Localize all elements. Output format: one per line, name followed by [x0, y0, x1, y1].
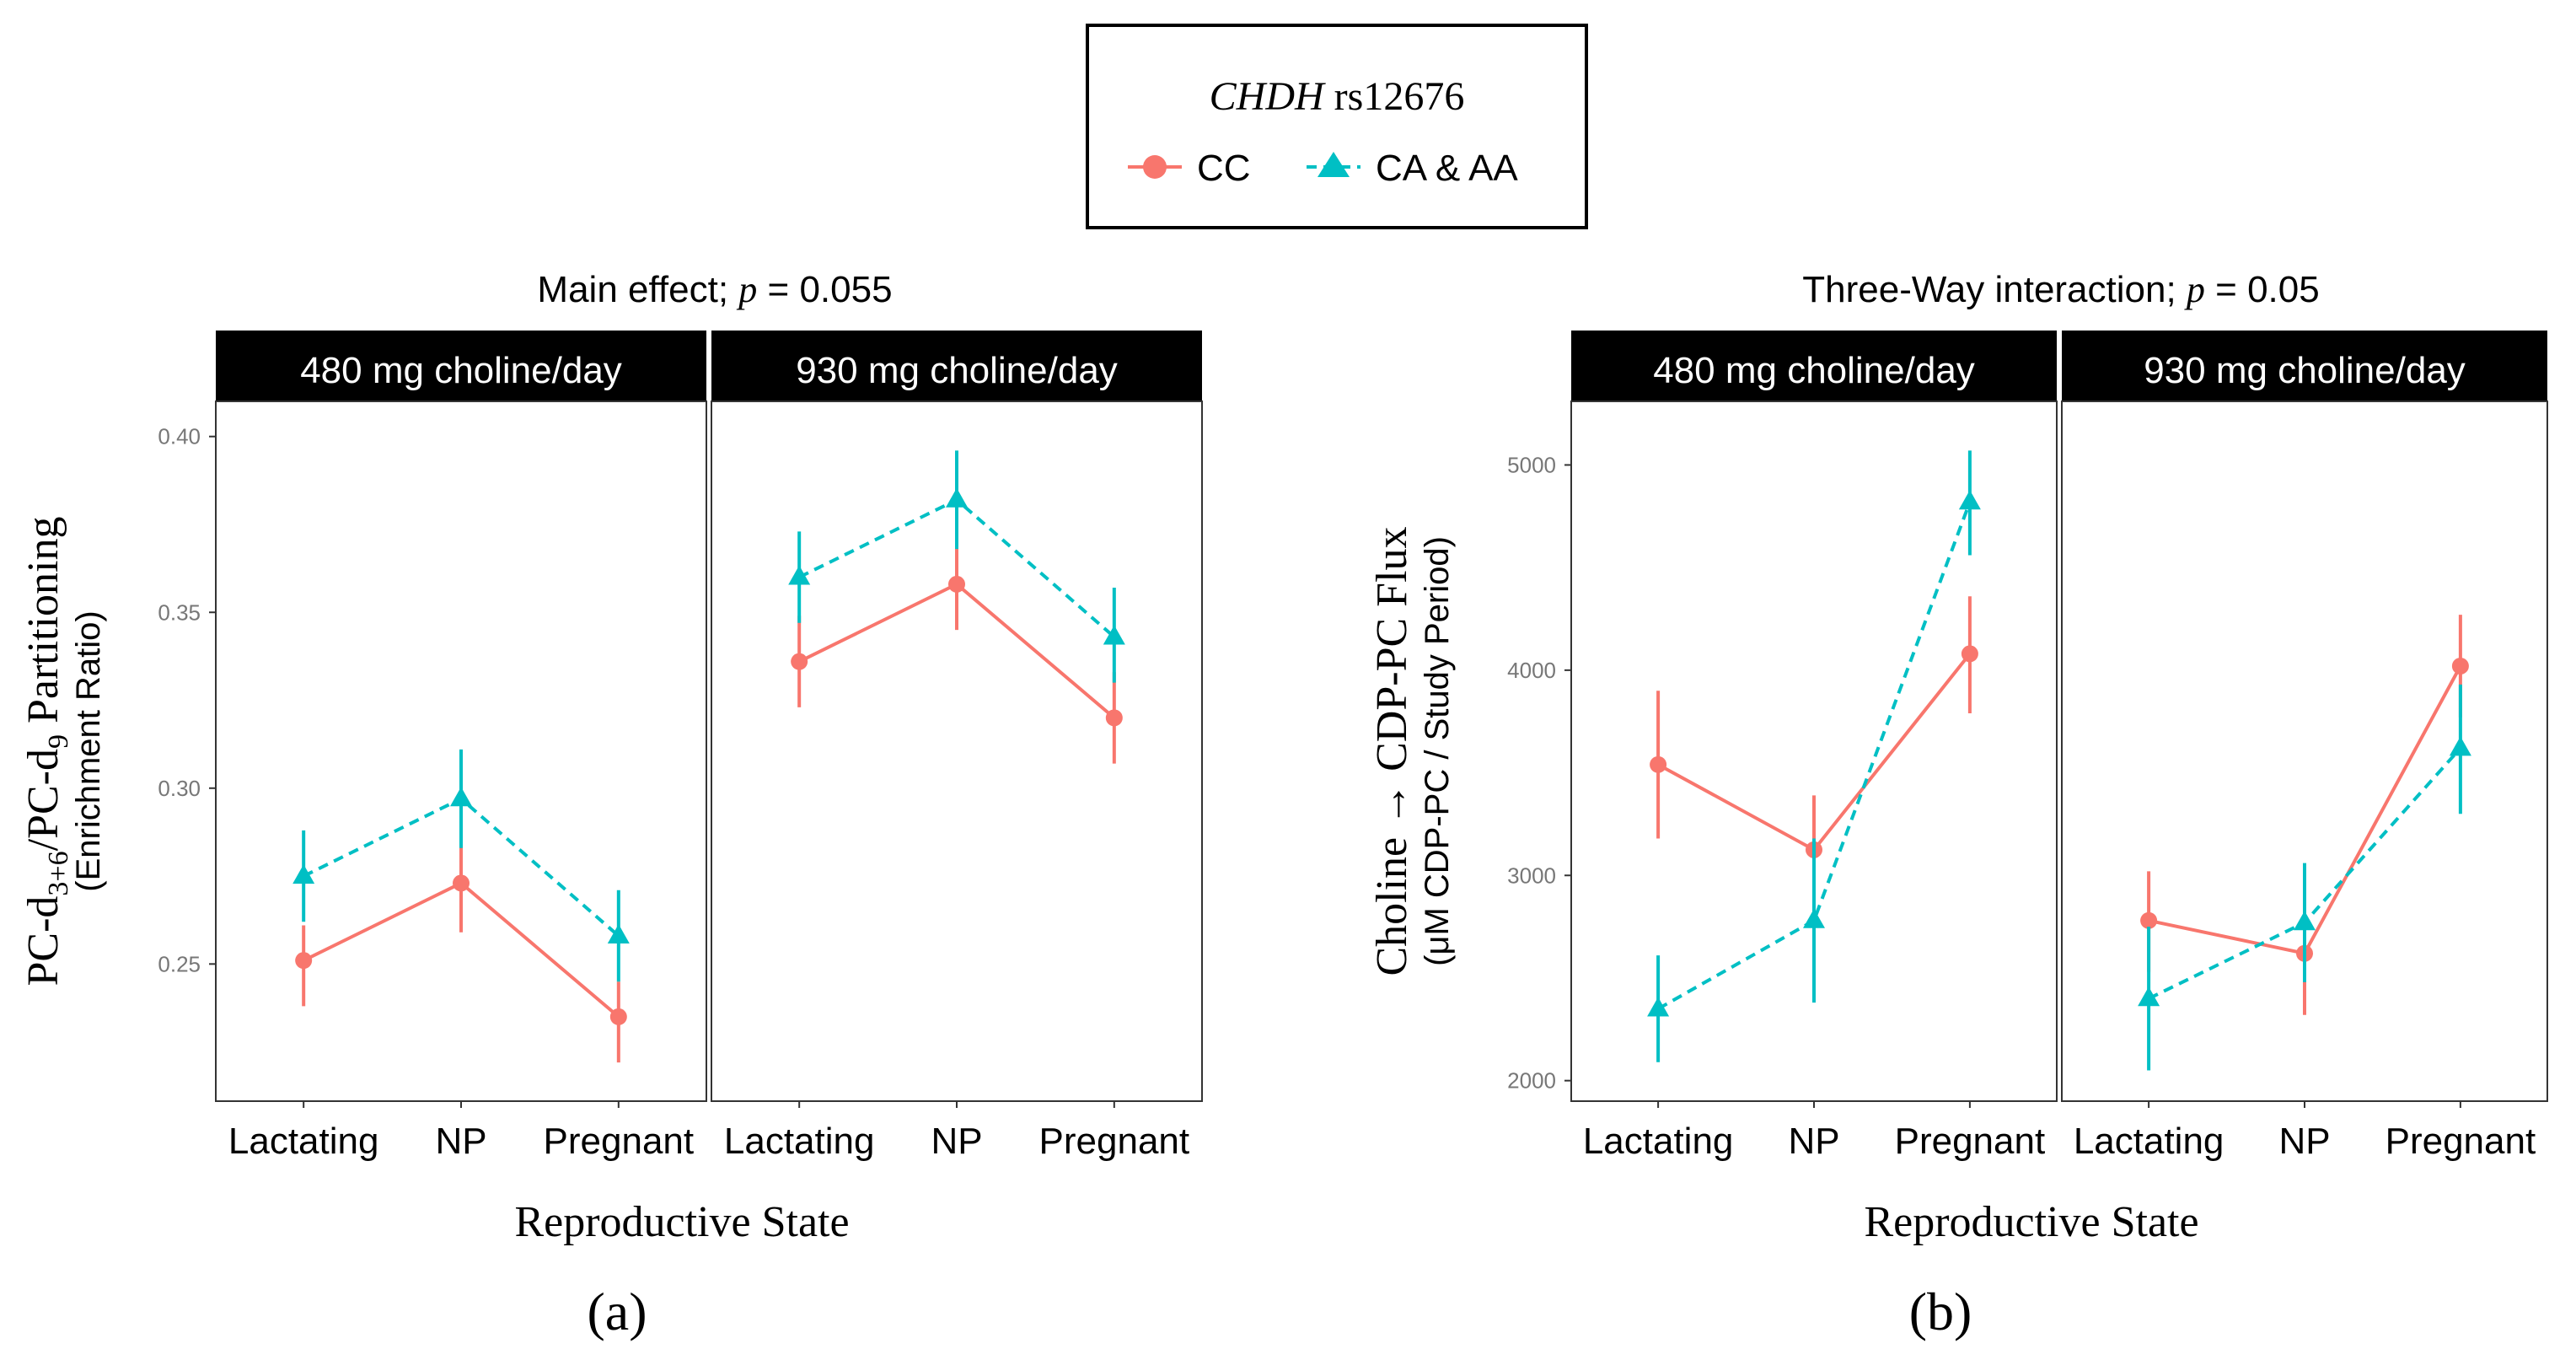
panel-b: Three-Way interaction; p = 0.05 480 mg c… — [1368, 269, 2548, 1341]
data-point-ca-aa — [292, 864, 315, 884]
panel-b-title: Three-Way interaction; p = 0.05 — [1802, 269, 2319, 310]
legend-title: CHDH rs12676 — [1210, 74, 1465, 119]
data-point-ca-aa — [788, 565, 811, 585]
x-tick-label: NP — [1788, 1121, 1839, 1162]
legend-label-ca-aa: CA & AA — [1376, 148, 1518, 189]
legend-title-snp: rs12676 — [1334, 74, 1465, 119]
data-point-ca-aa — [2449, 736, 2471, 756]
data-point-cc — [2140, 911, 2158, 929]
panel-a-xlabel: Reproductive State — [514, 1198, 849, 1246]
x-tick-label: Lactating — [2074, 1121, 2224, 1162]
panel-a-strip-480-label: 480 mg choline/day — [300, 350, 622, 391]
data-point-ca-aa — [946, 487, 968, 508]
panel-b-strip-480-label: 480 mg choline/day — [1653, 350, 1975, 391]
y-tick-label: 0.30 — [158, 776, 201, 801]
x-tick-label: NP — [435, 1121, 486, 1162]
panel-b-strip-930 — [2062, 331, 2547, 401]
data-point-ca-aa — [450, 787, 472, 807]
panel-b-xlabel: Reproductive State — [1864, 1198, 2198, 1246]
panel-b-strip-930-label: 930 mg choline/day — [2144, 350, 2466, 391]
series-line-ca-aa — [1657, 501, 1972, 1011]
x-tick-label: Pregnant — [2385, 1121, 2536, 1162]
legend-key-triangle-ca-aa — [1318, 152, 1350, 177]
legend-key-circle-cc — [1143, 155, 1167, 179]
data-point-ca-aa — [1803, 908, 1825, 928]
y-tick-label: 0.40 — [158, 424, 201, 449]
panel-b-label: (b) — [1909, 1282, 1972, 1341]
panel-a: Main effect; p = 0.055 480 mg choline/da… — [19, 269, 1203, 1341]
data-point-cc — [791, 653, 808, 670]
panel-a-strip-930 — [711, 331, 1202, 401]
legend-label-cc: CC — [1197, 148, 1251, 189]
panel-a-label: (a) — [587, 1282, 647, 1341]
panel-a-strip-930-label: 930 mg choline/day — [796, 350, 1118, 391]
data-point-cc — [1961, 645, 1978, 663]
x-tick-label: Pregnant — [1895, 1121, 2046, 1162]
data-point-ca-aa — [1103, 625, 1125, 645]
panel-b-x-ticks: Lactating NP Pregnant Lactating NP Pregnant — [1583, 1101, 2536, 1162]
x-tick-label: NP — [2278, 1121, 2330, 1162]
data-point-cc — [948, 575, 965, 593]
panel-a-y-ticks: 0.25 0.30 0.35 0.40 — [158, 424, 216, 976]
y-tick-label: 0.35 — [158, 599, 201, 625]
x-tick-label: NP — [931, 1121, 982, 1162]
y-tick-label: 3000 — [1507, 863, 1556, 888]
data-point-cc — [609, 1008, 627, 1025]
data-point-cc — [1650, 755, 1667, 773]
panel-b-strip-480 — [1571, 331, 2057, 401]
legend-title-gene: CHDH — [1210, 74, 1326, 119]
y-tick-label: 2000 — [1507, 1068, 1556, 1094]
panel-b-ylabel: Choline → CDP-PC Flux — [1368, 526, 1416, 976]
panel-b-ylabel-sub: (μM CDP-PC / Study Period) — [1419, 536, 1456, 966]
data-point-cc — [1105, 709, 1123, 727]
data-point-ca-aa — [2138, 986, 2160, 1007]
panel-a-data-marks — [292, 450, 1125, 1063]
panel-a-title: Main effect; p = 0.055 — [537, 269, 892, 310]
y-tick-label: 0.25 — [158, 951, 201, 976]
panel-a-x-ticks: Lactating NP Pregnant Lactating NP Pregnant — [228, 1101, 1189, 1162]
data-point-cc — [2451, 657, 2469, 675]
legend-box — [1086, 24, 1588, 229]
data-point-ca-aa — [2294, 911, 2316, 931]
panel-b-data-marks — [1647, 450, 2471, 1071]
x-tick-label: Lactating — [1583, 1121, 1734, 1162]
x-tick-label: Lactating — [724, 1121, 875, 1162]
panel-a-ylabel-sub: (Enrichment Ratio) — [70, 610, 107, 891]
y-tick-label: 5000 — [1507, 452, 1556, 477]
legend: CHDH rs12676 CC CA & AA — [1086, 24, 1588, 229]
x-tick-label: Pregnant — [1039, 1121, 1190, 1162]
data-point-ca-aa — [1958, 490, 1981, 510]
data-point-ca-aa — [1647, 997, 1670, 1017]
panel-a-strip-480 — [216, 331, 706, 401]
panel-b-y-ticks: 2000 3000 4000 5000 — [1507, 452, 1571, 1094]
y-tick-label: 4000 — [1507, 658, 1556, 683]
data-point-cc — [295, 952, 313, 970]
data-point-ca-aa — [607, 923, 630, 943]
x-tick-label: Pregnant — [544, 1121, 695, 1162]
panel-a-ylabel: PC-d3+6/PC-d9 Partitioning — [19, 516, 74, 986]
x-tick-label: Lactating — [228, 1121, 379, 1162]
data-point-cc — [453, 874, 470, 892]
